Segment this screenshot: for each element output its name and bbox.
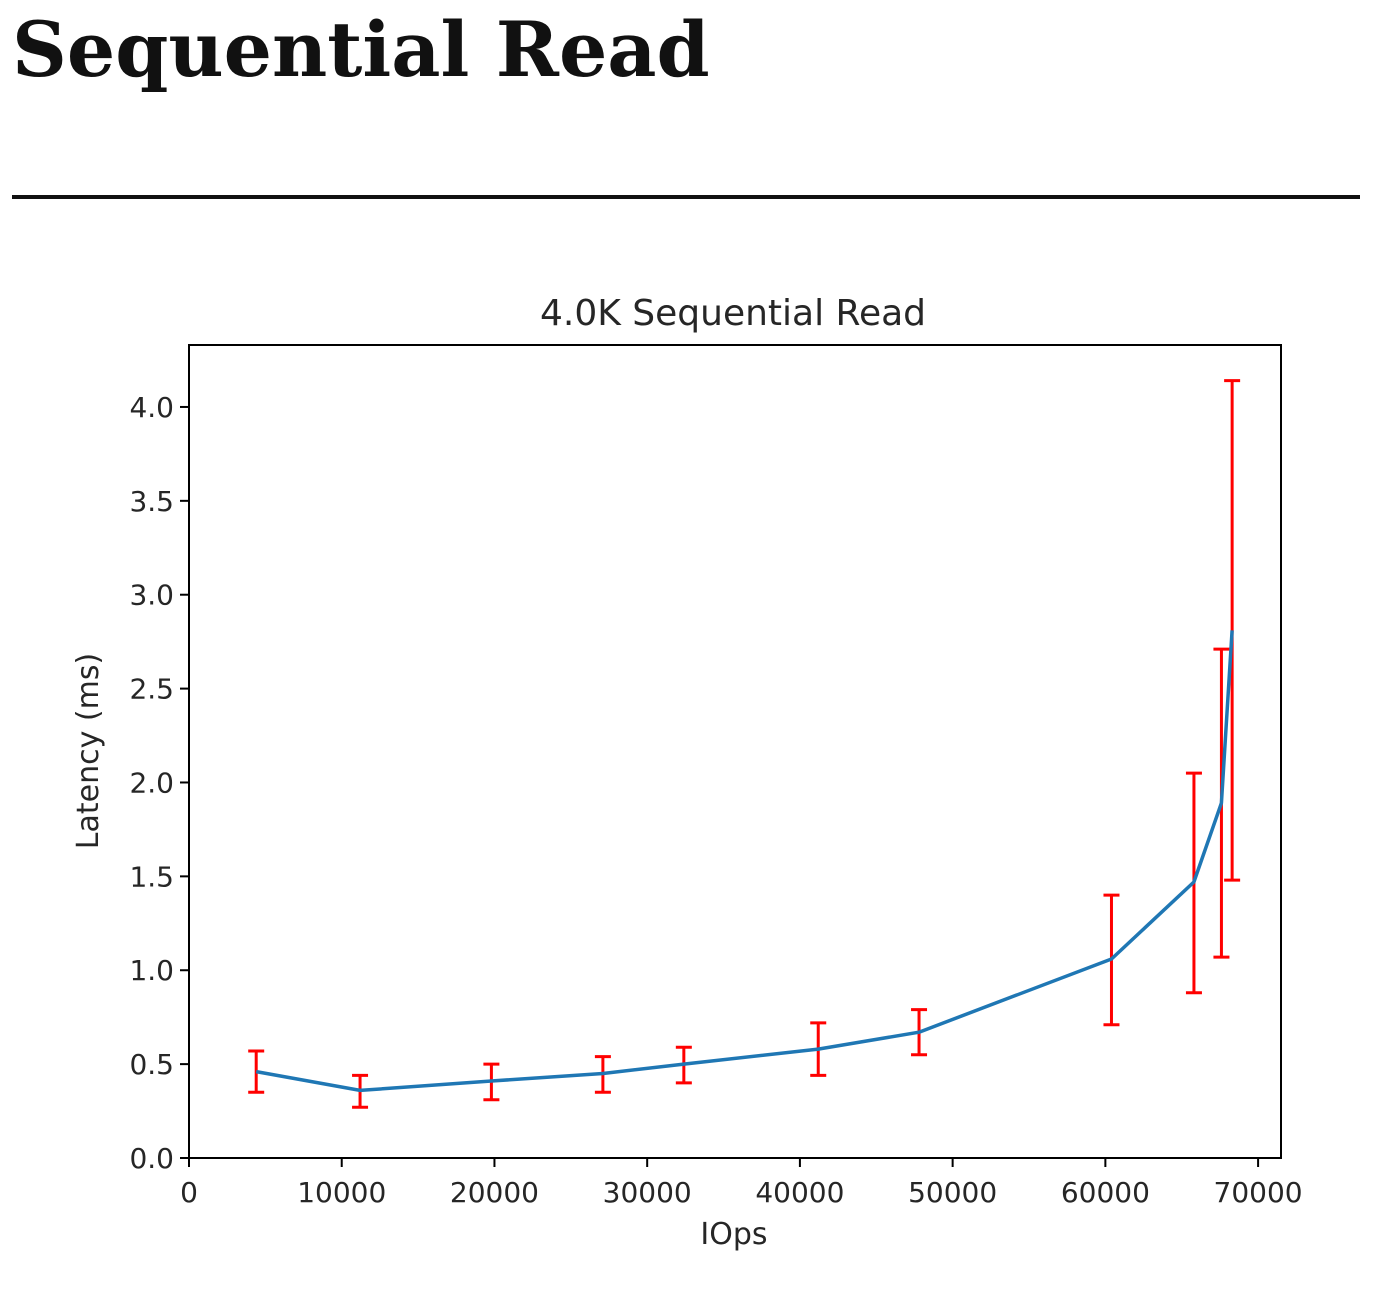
x-axis-label: IOps <box>700 1217 767 1252</box>
x-tick-label: 70000 <box>1214 1176 1303 1209</box>
x-tick-label: 30000 <box>603 1176 692 1209</box>
y-tick-label: 0.0 <box>129 1142 174 1175</box>
x-tick-label: 40000 <box>755 1176 844 1209</box>
x-tick-label: 20000 <box>450 1176 539 1209</box>
page-heading: Sequential Read <box>12 5 710 94</box>
plot-frame <box>188 344 1282 1159</box>
y-tick-label: 1.5 <box>129 860 174 893</box>
y-tick-label: 2.0 <box>129 766 174 799</box>
plot-area <box>248 379 1241 1109</box>
heading-divider <box>12 195 1360 199</box>
y-tick-label: 0.5 <box>129 1048 174 1081</box>
y-tick-label: 2.5 <box>129 673 174 706</box>
y-axis-label: Latency (ms) <box>71 653 106 849</box>
y-tick-label: 3.0 <box>129 579 174 612</box>
y-tick-label: 3.5 <box>129 485 174 518</box>
x-tick-label: 10000 <box>297 1176 386 1209</box>
latency-series-line <box>255 630 1234 1093</box>
x-tick-label: 60000 <box>1061 1176 1150 1209</box>
x-tick-label: 0 <box>180 1176 198 1209</box>
x-tick-label: 50000 <box>908 1176 997 1209</box>
y-axis-ticks: 0.0 0.5 1.0 1.5 2.0 2.5 3.0 3.5 4.0 <box>129 391 189 1175</box>
y-tick-label: 4.0 <box>129 391 174 424</box>
y-tick-label: 1.0 <box>129 954 174 987</box>
chart-title: 4.0K Sequential Read <box>540 293 926 334</box>
x-axis-ticks: 0 10000 20000 30000 40000 50000 60000 70000 <box>180 1158 1303 1209</box>
